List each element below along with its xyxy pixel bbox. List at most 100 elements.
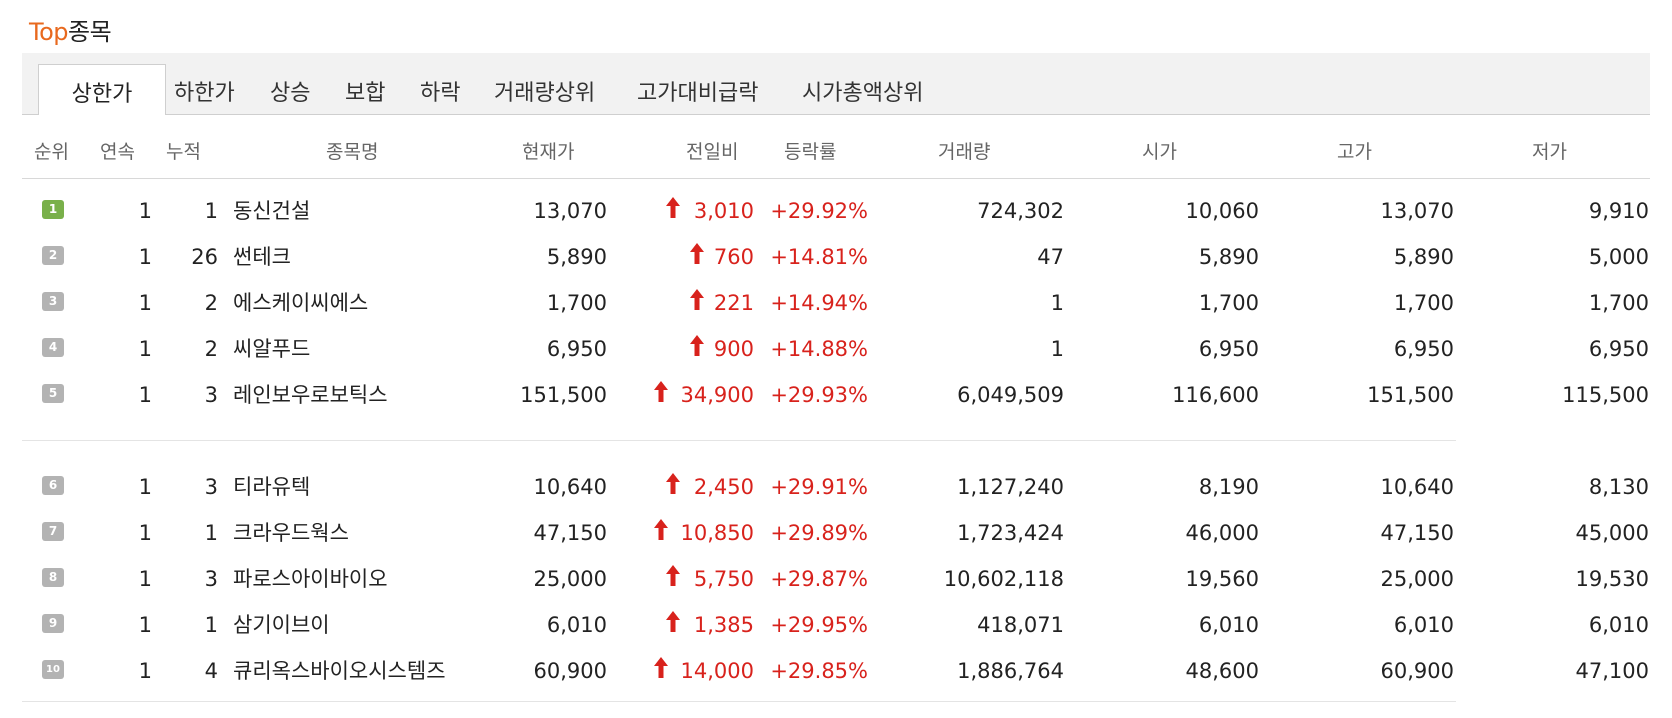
streak-cell: 1 [139,520,152,546]
open-cell: 10,060 [1186,198,1259,224]
streak-cell: 1 [139,658,152,684]
rank-badge: 6 [42,476,64,495]
rate-cell: +29.95% [770,612,868,638]
tab-fall[interactable]: 하락 [420,75,460,107]
low-cell: 5,000 [1589,244,1649,270]
open-cell: 1,700 [1199,290,1259,316]
high-cell: 10,640 [1381,474,1454,500]
cumulative-cell: 3 [205,566,218,592]
change-cell: 3,010 [694,198,754,224]
low-cell: 6,010 [1589,612,1649,638]
header-streak: 연속 [100,137,135,164]
table-bottom-divider [22,701,1456,702]
tab-flat[interactable]: 보합 [345,75,385,107]
rate-cell: +29.85% [770,658,868,684]
header-divider [22,178,1650,179]
volume-cell: 47 [1037,244,1064,270]
tab-volume-top[interactable]: 거래량상위 [494,75,595,107]
rank-badge: 3 [42,292,64,311]
open-cell: 8,190 [1199,474,1259,500]
low-cell: 6,950 [1589,336,1649,362]
red-up-arrow-icon [651,380,671,404]
tab-bar: 상한가 하한가 상승 보합 하락 거래량상위 고가대비급락 시가총액상위 [22,53,1650,115]
streak-cell: 1 [139,336,152,362]
table-row: 7 1 1 크라우드웍스 47,150 10,850 +29.89% 1,723,424 46,… [0,512,1672,552]
streak-cell: 1 [139,290,152,316]
change-cell: 2,450 [694,474,754,500]
volume-cell: 10,602,118 [944,566,1064,592]
rank-badge: 10 [42,660,64,679]
streak-cell: 1 [139,566,152,592]
tab-upper-limit[interactable]: 상한가 [38,64,166,115]
low-cell: 8,130 [1589,474,1649,500]
stock-name-link[interactable]: 동신건설 [233,198,310,224]
streak-cell: 1 [139,382,152,408]
cumulative-cell: 1 [205,520,218,546]
change-cell: 5,750 [694,566,754,592]
stock-name-link[interactable]: 씨알푸드 [233,336,310,362]
red-up-arrow-icon [663,196,683,220]
table-row: 2 1 26 썬테크 5,890 760 +14.81% 47 5,890 5,890 5,000 [0,236,1672,276]
high-cell: 47,150 [1381,520,1454,546]
rank-badge: 4 [42,338,64,357]
title-text: 종목 [68,18,111,46]
tab-market-cap-top[interactable]: 시가총액상위 [802,75,923,107]
tab-drop-from-high[interactable]: 고가대비급락 [637,75,758,107]
open-cell: 6,010 [1199,612,1259,638]
stock-name-link[interactable]: 티라유텍 [233,474,310,500]
cumulative-cell: 26 [191,244,218,270]
high-cell: 1,700 [1394,290,1454,316]
rate-cell: +29.87% [770,566,868,592]
group-divider [22,440,1456,441]
low-cell: 45,000 [1576,520,1649,546]
stock-name-link[interactable]: 삼기이브이 [233,612,330,638]
rank-badge: 8 [42,568,64,587]
red-up-arrow-icon [687,242,707,266]
open-cell: 46,000 [1186,520,1259,546]
stock-name-link[interactable]: 에스케이씨에스 [233,290,368,316]
tab-rise[interactable]: 상승 [270,75,310,107]
change-cell: 760 [714,244,754,270]
tab-lower-limit[interactable]: 하한가 [174,75,235,107]
stock-name-link[interactable]: 레인보우로보틱스 [233,382,388,408]
price-cell: 6,010 [547,612,607,638]
rank-badge: 1 [42,200,64,219]
price-cell: 10,640 [534,474,607,500]
stock-name-link[interactable]: 큐리옥스바이오시스템즈 [233,658,446,684]
change-cell: 14,000 [681,658,754,684]
header-open: 시가 [1142,137,1177,164]
rate-cell: +14.94% [770,290,868,316]
price-cell: 1,700 [547,290,607,316]
stock-name-link[interactable]: 썬테크 [233,244,291,270]
rank-badge: 5 [42,384,64,403]
rank-badge: 2 [42,246,64,265]
cumulative-cell: 3 [205,474,218,500]
open-cell: 48,600 [1186,658,1259,684]
header-high: 고가 [1337,137,1372,164]
stock-name-link[interactable]: 크라우드웍스 [233,520,349,546]
volume-cell: 1,886,764 [957,658,1064,684]
high-cell: 25,000 [1381,566,1454,592]
table-row: 4 1 2 씨알푸드 6,950 900 +14.88% 1 6,950 6,950 6,950 [0,328,1672,368]
change-cell: 10,850 [681,520,754,546]
change-cell: 900 [714,336,754,362]
open-cell: 6,950 [1199,336,1259,362]
high-cell: 13,070 [1381,198,1454,224]
streak-cell: 1 [139,612,152,638]
low-cell: 115,500 [1562,382,1649,408]
header-rank: 순위 [34,137,69,164]
price-cell: 5,890 [547,244,607,270]
low-cell: 47,100 [1576,658,1649,684]
table-row: 1 1 1 동신건설 13,070 3,010 +29.92% 724,302 10,060 13… [0,190,1672,230]
volume-cell: 724,302 [977,198,1064,224]
streak-cell: 1 [139,244,152,270]
volume-cell: 6,049,509 [957,382,1064,408]
header-low: 저가 [1532,137,1567,164]
price-cell: 25,000 [534,566,607,592]
stock-name-link[interactable]: 파로스아이바이오 [233,566,388,592]
price-cell: 13,070 [534,198,607,224]
table-row: 3 1 2 에스케이씨에스 1,700 221 +14.94% 1 1,700 1,700 1,70… [0,282,1672,322]
low-cell: 19,530 [1576,566,1649,592]
section-title: Top종목 [29,12,111,47]
